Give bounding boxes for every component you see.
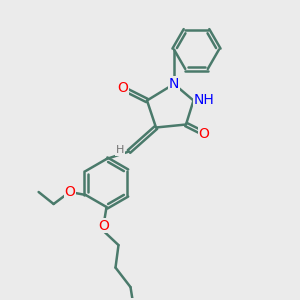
Text: N: N [169,77,179,91]
Text: O: O [65,185,76,199]
Text: O: O [118,82,128,95]
Text: O: O [128,299,139,300]
Text: H: H [116,145,124,155]
Text: NH: NH [194,94,214,107]
Text: O: O [199,127,209,140]
Text: O: O [98,219,109,232]
